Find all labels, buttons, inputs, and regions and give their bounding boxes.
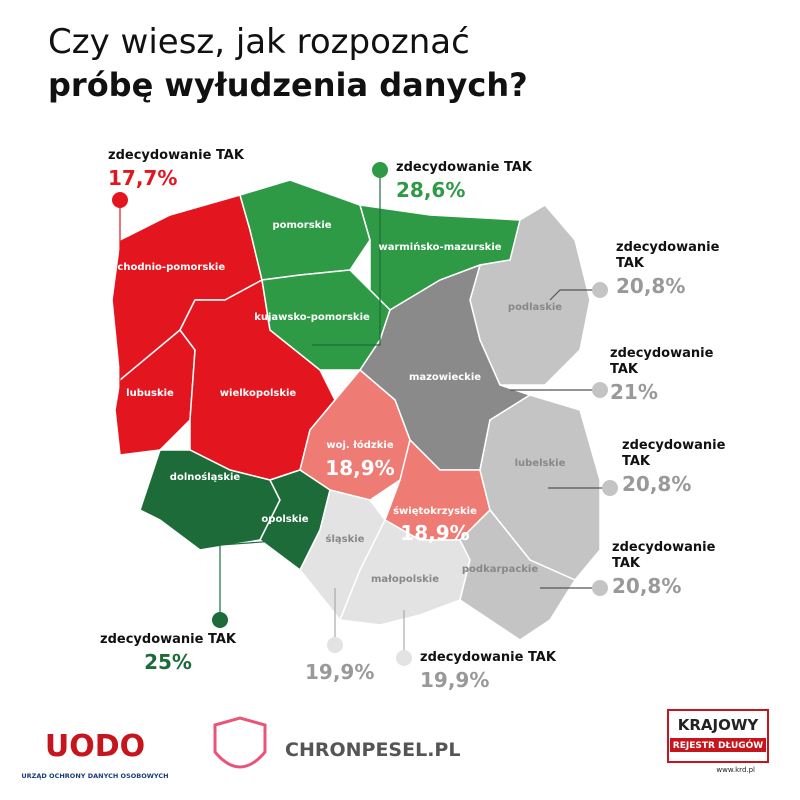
krd-url: www.krd.pl [716,766,755,774]
dot [372,162,388,178]
region-label: śląskie [326,533,365,545]
callout: zdecydowanie TAK 20,8% [612,540,722,597]
dot [327,637,343,653]
callout: zdecydowanie TAK 20,8% [622,438,732,495]
region-value: 18,9% [325,456,394,480]
region-label: mazowieckie [409,372,481,383]
callout-dots [112,162,618,666]
dot [212,612,228,628]
region-label: dolnośląskie [170,471,241,483]
title-line2: próbę wyłudzenia danych? [48,66,528,104]
callout-value: 19,9% [420,668,490,692]
callout-label: zdecydowanie TAK [616,240,720,271]
uodo-logo: UODO [45,729,145,764]
callout-value: 17,7% [108,166,178,190]
callout: zdecydowanie TAK 21% [610,346,720,403]
callout-value: 21% [610,380,658,404]
region-label: podkarpackie [462,564,538,575]
krd-band [670,738,766,752]
callout-value: 20,8% [622,472,692,496]
region-label: kujawsko-pomorskie [254,312,370,323]
uodo-caption: URZĄD OCHRONY DANYCH OSOBOWYCH [21,772,168,780]
region-label: pomorskie [272,220,331,231]
fingerprint-icon [213,716,267,769]
callout: zdecydowanie TAK 19,9% [420,650,556,691]
region [479,394,601,581]
dot [592,282,608,298]
region-label: zachodnio-pomorskie [105,262,225,273]
region-label: lubelskie [515,458,566,469]
region [299,368,411,501]
region-label: lubuskie [126,388,174,399]
regions [111,179,601,641]
callout-label: zdecydowanie TAK [612,540,716,571]
leader [219,539,291,620]
dot [112,192,128,208]
callout: zdecydowanie TAK 17,7% [108,148,244,189]
logos: UODO URZĄD OCHRONY DANYCH OSOBOWYCH CHRO… [21,709,769,780]
callout-label: zdecydowanie TAK [108,148,244,163]
callout-label: zdecydowanie TAK [622,438,726,469]
callout: 19,9% [305,658,374,683]
dot [602,480,618,496]
region-label: opolskie [261,514,308,525]
callout-label: zdecydowanie TAK [610,346,714,377]
leader [312,170,381,346]
dot [396,650,412,666]
region [459,508,577,641]
callout: zdecydowanie TAK 20,8% [616,240,726,297]
region-label: małopolskie [371,574,439,585]
dot [592,382,608,398]
callout-value: 19,9% [305,660,375,684]
region [469,204,591,386]
region-label: wielkopolskie [220,388,297,399]
title-line1: Czy wiesz, jak rozpoznać [48,22,470,62]
region-label: warmińsko-mazurskie [378,241,501,253]
leader [119,200,150,431]
dot [592,580,608,596]
region-value: 18,9% [400,521,469,545]
region-labels: zachodnio-pomorskie lubuskie wielkopolsk… [105,220,566,585]
krd-line2: REJESTR DŁUGÓW [673,739,764,751]
krd-line1: KRAJOWY [678,716,760,734]
leader [549,289,600,301]
region-label: woj. łódzkie [326,439,393,451]
callout-value: 20,8% [612,574,682,598]
callout-label: zdecydowanie TAK [100,632,236,647]
callout: zdecydowanie TAK 28,6% [396,160,532,201]
callout-label: zdecydowanie TAK [396,160,532,175]
chronpesel-logo: CHRONPESEL.PL [285,739,460,761]
leader-lines [119,170,610,658]
region-label: podlaskie [508,302,562,313]
callout-value: 20,8% [616,274,686,298]
callout-value: 28,6% [396,178,466,202]
callout-label: zdecydowanie TAK [420,650,556,665]
region-label: świętokrzyskie [393,505,477,517]
callout-value: 25% [144,650,192,674]
callout: zdecydowanie TAK 25% [88,632,248,673]
region [338,518,471,626]
krd-box [667,709,769,763]
